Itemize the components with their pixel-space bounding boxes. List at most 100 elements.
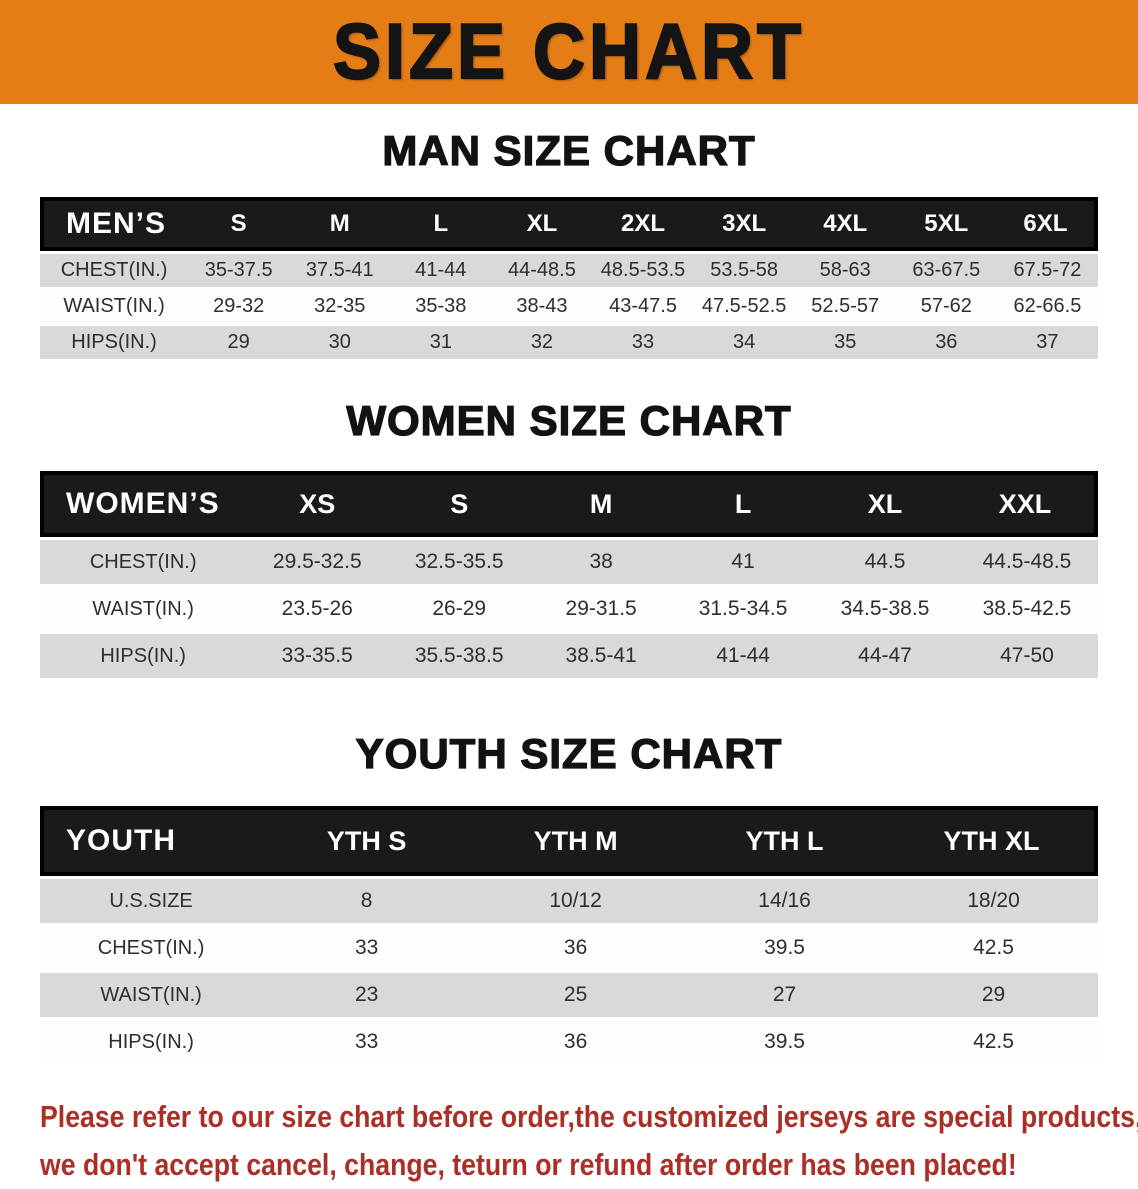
man-section-heading: MAN SIZE CHART <box>382 126 756 174</box>
size-value-cell: 42.5 <box>889 926 1098 970</box>
size-value-cell: 44-47 <box>814 634 956 678</box>
size-value-cell: 27 <box>680 973 890 1017</box>
table-row: CHEST(IN.) 33 36 39.5 42.5 <box>40 926 1098 970</box>
size-column-header: 2XL <box>592 197 694 251</box>
size-column-header: 4XL <box>794 197 896 251</box>
size-value-cell: 63-67.5 <box>895 254 997 287</box>
row-label: CHEST(IN.) <box>40 540 247 584</box>
table-row: WAIST(IN.) 23 25 27 29 <box>40 973 1098 1017</box>
womens-header-row: WOMEN’S XS S M L XL XXL <box>40 471 1098 537</box>
size-value-cell: 23 <box>262 973 472 1017</box>
size-value-cell: 44.5 <box>814 540 956 584</box>
size-value-cell: 36 <box>895 326 997 359</box>
table-row: WAIST(IN.) 29-32 32-35 35-38 38-43 43-47… <box>40 290 1098 323</box>
size-column-header: L <box>672 471 815 537</box>
size-value-cell: 41-44 <box>672 634 815 678</box>
size-value-cell: 34.5-38.5 <box>814 587 956 631</box>
size-column-header: S <box>388 471 531 537</box>
size-value-cell: 38 <box>530 540 673 584</box>
mens-header-row: MEN’S S M L XL 2XL 3XL 4XL 5XL 6XL <box>40 197 1098 251</box>
size-value-cell: 39.5 <box>680 926 890 970</box>
disclaimer-line-2: we don't accept cancel, change, teturn o… <box>40 1147 1017 1182</box>
size-value-cell: 42.5 <box>889 1020 1098 1064</box>
row-label: WAIST(IN.) <box>40 973 263 1017</box>
womens-header-label: WOMEN’S <box>40 471 247 537</box>
row-label: CHEST(IN.) <box>40 254 189 287</box>
table-row: HIPS(IN.) 29 30 31 32 33 34 35 36 37 <box>40 326 1098 359</box>
size-value-cell: 36 <box>471 926 681 970</box>
banner-title: SIZE CHART <box>332 8 805 96</box>
size-value-cell: 29 <box>889 973 1098 1017</box>
size-value-cell: 33-35.5 <box>246 634 389 678</box>
size-value-cell: 10/12 <box>471 879 681 923</box>
size-value-cell: 26-29 <box>388 587 531 631</box>
size-value-cell: 31.5-34.5 <box>672 587 815 631</box>
size-value-cell: 23.5-26 <box>246 587 389 631</box>
size-value-cell: 48.5-53.5 <box>592 254 694 287</box>
size-column-header: YTH M <box>471 806 681 876</box>
size-value-cell: 53.5-58 <box>693 254 795 287</box>
size-column-header: XS <box>246 471 389 537</box>
youth-header-label: YOUTH <box>40 806 263 876</box>
disclaimer: Please refer to our size chart before or… <box>40 1093 1138 1189</box>
row-label: HIPS(IN.) <box>40 326 189 359</box>
disclaimer-line-1: Please refer to our size chart before or… <box>40 1099 1138 1134</box>
size-value-cell: 32 <box>491 326 593 359</box>
size-value-cell: 57-62 <box>895 290 997 323</box>
size-value-cell: 35 <box>794 326 896 359</box>
size-value-cell: 14/16 <box>680 879 890 923</box>
size-value-cell: 52.5-57 <box>794 290 896 323</box>
size-column-header: L <box>390 197 492 251</box>
size-value-cell: 29-32 <box>188 290 290 323</box>
table-row: HIPS(IN.) 33 36 39.5 42.5 <box>40 1020 1098 1064</box>
size-value-cell: 31 <box>390 326 492 359</box>
size-column-header: YTH XL <box>889 806 1098 876</box>
size-column-header: XL <box>814 471 956 537</box>
size-value-cell: 47.5-52.5 <box>693 290 795 323</box>
size-value-cell: 35-38 <box>390 290 492 323</box>
size-value-cell: 44-48.5 <box>491 254 593 287</box>
size-value-cell: 32-35 <box>289 290 391 323</box>
size-column-header: YTH L <box>680 806 890 876</box>
size-value-cell: 43-47.5 <box>592 290 694 323</box>
size-value-cell: 58-63 <box>794 254 896 287</box>
size-value-cell: 36 <box>471 1020 681 1064</box>
size-column-header: 6XL <box>996 197 1098 251</box>
size-value-cell: 33 <box>262 926 472 970</box>
row-label: WAIST(IN.) <box>40 587 247 631</box>
size-value-cell: 32.5-35.5 <box>388 540 531 584</box>
size-chart-banner: SIZE CHART <box>0 0 1138 104</box>
size-value-cell: 29-31.5 <box>530 587 673 631</box>
row-label: HIPS(IN.) <box>40 634 247 678</box>
row-label: U.S.SIZE <box>40 879 263 923</box>
youth-header-row: YOUTH YTH S YTH M YTH L YTH XL <box>40 806 1098 876</box>
youth-section-heading: YOUTH SIZE CHART <box>355 729 783 777</box>
size-value-cell: 39.5 <box>680 1020 890 1064</box>
youth-size-table: YOUTH YTH S YTH M YTH L YTH XL U.S.SIZE … <box>40 803 1098 1067</box>
row-label: WAIST(IN.) <box>40 290 189 323</box>
table-row: CHEST(IN.) 29.5-32.5 32.5-35.5 38 41 44.… <box>40 540 1098 584</box>
size-value-cell: 67.5-72 <box>996 254 1098 287</box>
women-section-heading: WOMEN SIZE CHART <box>346 396 792 444</box>
size-column-header: YTH S <box>262 806 472 876</box>
row-label: CHEST(IN.) <box>40 926 263 970</box>
size-value-cell: 29 <box>188 326 290 359</box>
size-value-cell: 38.5-41 <box>530 634 673 678</box>
mens-size-table: MEN’S S M L XL 2XL 3XL 4XL 5XL 6XL CHEST… <box>40 194 1098 362</box>
size-value-cell: 33 <box>592 326 694 359</box>
size-value-cell: 41-44 <box>390 254 492 287</box>
size-value-cell: 25 <box>471 973 681 1017</box>
size-value-cell: 38-43 <box>491 290 593 323</box>
size-column-header: XL <box>491 197 593 251</box>
table-row: HIPS(IN.) 33-35.5 35.5-38.5 38.5-41 41-4… <box>40 634 1098 678</box>
size-column-header: M <box>530 471 673 537</box>
table-row: U.S.SIZE 8 10/12 14/16 18/20 <box>40 879 1098 923</box>
table-row: CHEST(IN.) 35-37.5 37.5-41 41-44 44-48.5… <box>40 254 1098 287</box>
size-value-cell: 34 <box>693 326 795 359</box>
size-value-cell: 30 <box>289 326 391 359</box>
size-value-cell: 37.5-41 <box>289 254 391 287</box>
size-value-cell: 35-37.5 <box>188 254 290 287</box>
size-value-cell: 8 <box>262 879 472 923</box>
womens-size-table: WOMEN’S XS S M L XL XXL CHEST(IN.) 29.5-… <box>40 468 1098 681</box>
row-label: HIPS(IN.) <box>40 1020 263 1064</box>
